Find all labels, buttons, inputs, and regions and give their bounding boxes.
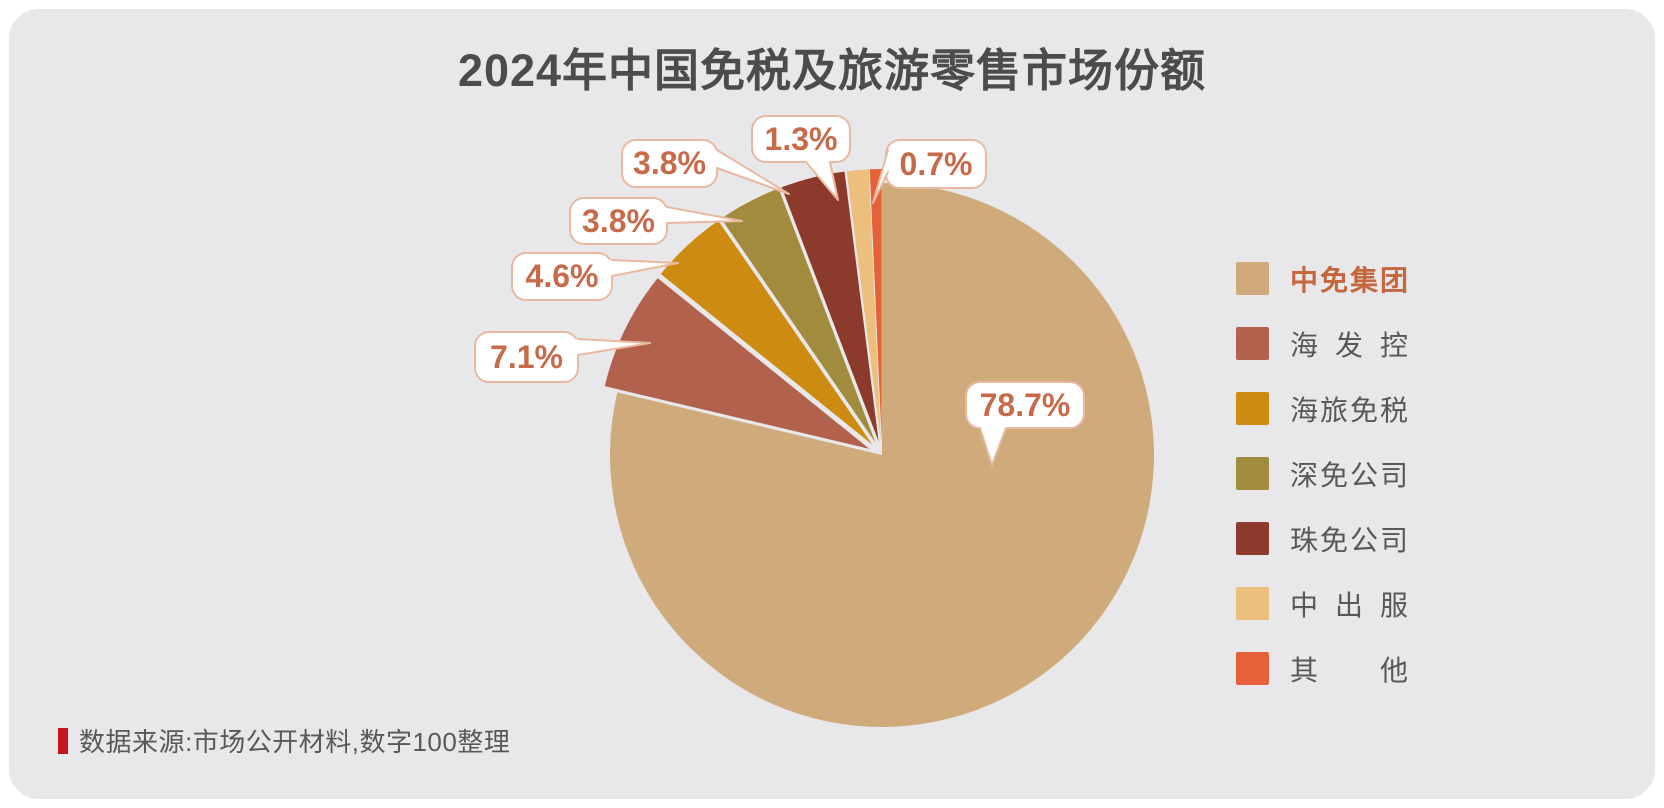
legend-swatch-icon [1236, 327, 1269, 360]
callout-pointer [572, 339, 650, 355]
legend-label: 中出服 [1290, 589, 1408, 621]
legend-label: 珠免公司 [1290, 524, 1408, 556]
pie-slice-中免集团 [610, 183, 1154, 727]
legend-swatch-icon [1236, 587, 1269, 620]
legend-label: 海发控 [1290, 329, 1408, 361]
callout-pointer [661, 207, 742, 223]
callout-bubble-中免集团 [965, 381, 1085, 429]
callout-pointer-outline [805, 161, 839, 201]
callout-pointer [606, 260, 678, 276]
legend-item-zhumiangongsi: 珠免公司 [1236, 522, 1408, 556]
legend-label: 海旅免税 [1290, 394, 1408, 426]
callout-pointer-outline [872, 149, 889, 204]
callout-pointer [873, 150, 894, 203]
legend-item-haifakong: 海发控 [1236, 327, 1408, 361]
slice-callout-zhongmianjituan: 78.7% [979, 387, 1071, 423]
legend-item-zhongchufu: 中出服 [1236, 587, 1408, 621]
callout-pointer [980, 422, 1006, 465]
callout-bubble-海发控 [474, 331, 579, 383]
legend-item-qita: 其他 [1236, 652, 1408, 686]
callout-pointer-outline [666, 206, 743, 224]
legend-swatch-icon [1236, 457, 1269, 490]
legend-swatch-icon [1236, 262, 1269, 295]
slice-callout-hailvmianshui: 4.6% [525, 258, 599, 294]
slice-callout-zhumiangongsi: 3.8% [633, 145, 706, 181]
pie-slice-深免公司 [721, 188, 876, 443]
pie-slice-海发控 [604, 278, 870, 449]
source-marker-icon [58, 727, 68, 754]
legend-swatch-icon [1236, 522, 1269, 555]
legend-label: 中免集团 [1290, 264, 1408, 296]
slice-callout-haifakong: 7.1% [490, 339, 563, 375]
source-note: 数据来源:市场公开材料,数字100整理 [58, 722, 510, 759]
legend-swatch-icon [1236, 392, 1269, 425]
source-text: 数据来源:市场公开材料,数字100整理 [79, 727, 511, 757]
legend-swatch-icon [1236, 652, 1269, 685]
callout-pointer-outline [577, 338, 651, 356]
slice-callout-qita: 0.7% [899, 146, 973, 182]
legend-item-shenmiangongsi: 深免公司 [1236, 457, 1408, 491]
legend-label: 深免公司 [1290, 459, 1408, 491]
slice-callout-shenmiangongsi: 3.8% [582, 203, 655, 239]
pie-slice-珠免公司 [781, 171, 879, 442]
pie-slice-其他 [869, 169, 882, 442]
chart-legend: 中免集团 海发控 海旅免税 深免公司 珠免公司 中出服 其他 [1236, 262, 1408, 717]
slice-callout-zhongchufu: 1.3% [764, 121, 838, 157]
callout-pointer-outline [716, 149, 790, 195]
callout-pointer-outline [611, 259, 679, 277]
callout-pointer-outline [979, 427, 1007, 466]
legend-item-hailvmianshui: 海旅免税 [1236, 392, 1408, 426]
legend-item-zhongmianjituan: 中免集团 [1236, 262, 1408, 296]
chart-title: 2024年中国免税及旅游零售市场份额 [457, 45, 1207, 96]
pie-slice-海旅免税 [660, 220, 873, 445]
callout-bubble-中出服 [751, 115, 851, 163]
pie-slice-中出服 [846, 169, 881, 442]
legend-label: 其他 [1290, 654, 1408, 686]
